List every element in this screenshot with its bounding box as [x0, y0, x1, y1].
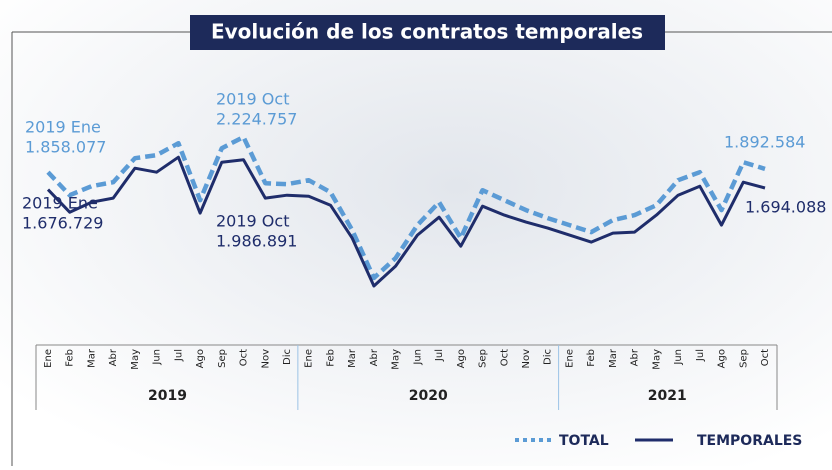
x-tick-label: Dic	[543, 349, 554, 365]
annotation: 2019 Ene	[22, 194, 98, 213]
x-tick-label: Jul	[695, 349, 706, 362]
annotation: 1.892.584	[724, 133, 805, 152]
x-tick-label: Mar	[347, 348, 358, 368]
chart-title: Evolución de los contratos temporales	[211, 20, 643, 44]
annotation: 2019 Oct	[216, 212, 289, 231]
x-tick-label: Ene	[304, 349, 315, 368]
x-tick-label: Nov	[521, 349, 532, 369]
x-tick-label: Abr	[108, 348, 119, 366]
x-tick-label: Sep	[738, 349, 749, 368]
x-tick-label: Jun	[673, 349, 684, 366]
x-tick-label: Oct	[760, 349, 771, 366]
x-tick-label: Nov	[260, 349, 271, 369]
x-tick-label: Feb	[325, 349, 336, 367]
x-tick-label: Sep	[478, 349, 489, 368]
chart: Evolución de los contratos temporales En…	[0, 0, 832, 466]
annotation: 1.858.077	[25, 138, 106, 157]
year-label: 2021	[648, 388, 687, 404]
x-tick-label: Ago	[195, 349, 206, 368]
annotation: 2019 Ene	[25, 118, 101, 137]
x-tick-label: Mar	[86, 348, 97, 368]
annotation: 1.694.088	[745, 198, 826, 217]
annotation: 2.224.757	[216, 110, 297, 129]
legend-label: TEMPORALES	[697, 433, 802, 449]
x-tick-label: May	[651, 349, 662, 370]
x-tick-label: Oct	[239, 349, 250, 366]
year-label: 2020	[409, 388, 448, 404]
x-tick-label: Jul	[434, 349, 445, 362]
x-tick-label: May	[391, 349, 402, 370]
x-tick-label: Feb	[65, 349, 76, 367]
x-tick-label: Oct	[499, 349, 510, 366]
x-tick-label: Mar	[608, 348, 619, 368]
x-tick-label: Feb	[586, 349, 597, 367]
x-tick-label: Sep	[217, 349, 228, 368]
x-tick-label: Ene	[564, 349, 575, 368]
x-tick-label: May	[130, 349, 141, 370]
legend-label: TOTAL	[559, 433, 609, 449]
x-tick-label: Jun	[412, 349, 423, 366]
annotation: 1.676.729	[22, 214, 103, 233]
x-tick-label: Abr	[369, 348, 380, 366]
x-tick-label: Dic	[282, 349, 293, 365]
x-tick-label: Ago	[456, 349, 467, 368]
annotation: 1.986.891	[216, 232, 297, 251]
x-tick-label: Ene	[43, 349, 54, 368]
annotation: 2019 Oct	[216, 90, 289, 109]
year-label: 2019	[148, 388, 187, 404]
x-tick-label: Jul	[173, 349, 184, 362]
x-tick-label: Abr	[630, 348, 641, 366]
x-tick-label: Jun	[152, 349, 163, 366]
x-tick-label: Ago	[717, 349, 728, 368]
